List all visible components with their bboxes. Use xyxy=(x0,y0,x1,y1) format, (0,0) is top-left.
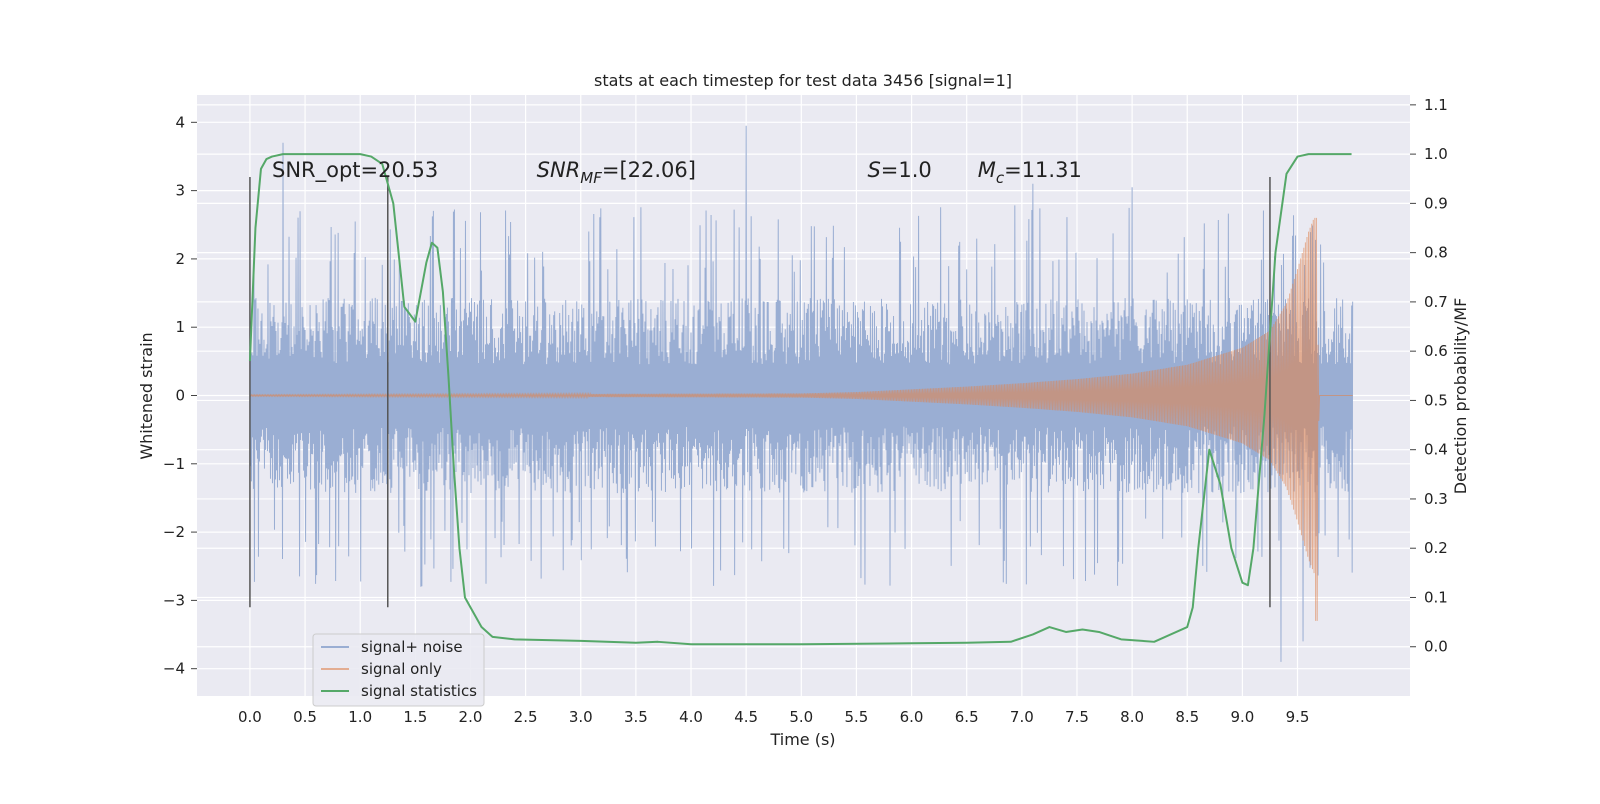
signal-series-line xyxy=(249,217,1353,621)
x-tick-label: 4.0 xyxy=(679,708,703,726)
legend-label-stats: signal statistics xyxy=(361,682,477,700)
y-tick-label: 3 xyxy=(175,182,185,200)
y-right-tick-label: 0.2 xyxy=(1424,539,1448,557)
y-right-tick-label: 0.8 xyxy=(1424,244,1448,262)
y-right-tick-label: 0.6 xyxy=(1424,342,1448,360)
chart-annotation: SNRMF=[22.06] xyxy=(537,158,696,187)
x-tick-label: 8.5 xyxy=(1175,708,1199,726)
y-tick-label: 0 xyxy=(175,387,185,405)
annotation-layer: SNR_opt=20.53 SNRMF=[22.06] S=1.0 Mc=11.31 xyxy=(272,158,1082,187)
x-tick-label: 1.0 xyxy=(348,708,372,726)
x-tick-label: 2.5 xyxy=(514,708,538,726)
chart-annotation: S=1.0 xyxy=(867,158,931,182)
noise-series-layer xyxy=(249,125,1354,662)
y-right-tick-label: 0.9 xyxy=(1424,194,1448,212)
y-tick-label: −1 xyxy=(163,455,185,473)
chart-annotation: SNR_opt=20.53 xyxy=(272,158,438,183)
y-tick-label: 4 xyxy=(175,113,185,131)
legend-label-noise: signal+ noise xyxy=(361,638,463,656)
chart-title: stats at each timestep for test data 345… xyxy=(594,71,1012,90)
x-tick-label: 0.5 xyxy=(293,708,317,726)
x-tick-label: 4.5 xyxy=(734,708,758,726)
x-tick-label: 3.5 xyxy=(624,708,648,726)
y-right-tick-label: 0.3 xyxy=(1424,490,1448,508)
x-tick-label: 8.0 xyxy=(1120,708,1144,726)
legend-box xyxy=(312,633,485,707)
stats-series-layer xyxy=(248,153,1352,646)
y-right-tick-label: 0.0 xyxy=(1424,638,1448,656)
noise-series-line xyxy=(249,125,1354,662)
legend-label-signal: signal only xyxy=(361,660,442,678)
y-tick-label: 1 xyxy=(175,318,185,336)
y-tick-label: 2 xyxy=(175,250,185,268)
legend: signal+ noise signal only signal statist… xyxy=(312,633,485,707)
y-right-tick-label: 0.4 xyxy=(1424,441,1448,459)
y-tick-label: −4 xyxy=(163,660,185,678)
y-tick-label: −3 xyxy=(163,591,185,609)
x-axis-label: Time (s) xyxy=(769,730,835,749)
x-tick-label: 9.0 xyxy=(1230,708,1254,726)
y-right-tick-label: 1.0 xyxy=(1424,145,1448,163)
x-tick-label: 3.0 xyxy=(569,708,593,726)
y-axis-label-left: Whitened strain xyxy=(137,332,156,459)
y-right-tick-label: 1.1 xyxy=(1424,96,1448,114)
x-tick-label: 2.0 xyxy=(459,708,483,726)
x-tick-label: 1.5 xyxy=(403,708,427,726)
chart-annotation: Mc=11.31 xyxy=(978,158,1082,187)
x-tick-label: 0.0 xyxy=(238,708,262,726)
tick-layer: 0.0 0.5 1.0 1.5 2.0 2.5 3.0 3.5 4.0 4.5 5.0 5.5 6.0 6… xyxy=(163,96,1448,726)
y-right-tick-label: 0.7 xyxy=(1424,293,1448,311)
stats-series-line xyxy=(248,153,1352,646)
y-axis-label-right: Detection probability/MF xyxy=(1451,298,1470,495)
y-right-tick-label: 0.1 xyxy=(1424,588,1448,606)
y-right-tick-label: 0.5 xyxy=(1424,391,1448,409)
x-tick-label: 5.0 xyxy=(789,708,813,726)
x-tick-label: 9.5 xyxy=(1286,708,1310,726)
y-tick-label: −2 xyxy=(163,523,185,541)
x-tick-label: 6.0 xyxy=(900,708,924,726)
x-tick-label: 5.5 xyxy=(845,708,869,726)
vertical-markers-layer xyxy=(249,176,1271,608)
x-tick-label: 6.5 xyxy=(955,708,979,726)
x-tick-label: 7.5 xyxy=(1065,708,1089,726)
signal-series-layer xyxy=(249,217,1353,621)
x-tick-label: 7.0 xyxy=(1010,708,1034,726)
